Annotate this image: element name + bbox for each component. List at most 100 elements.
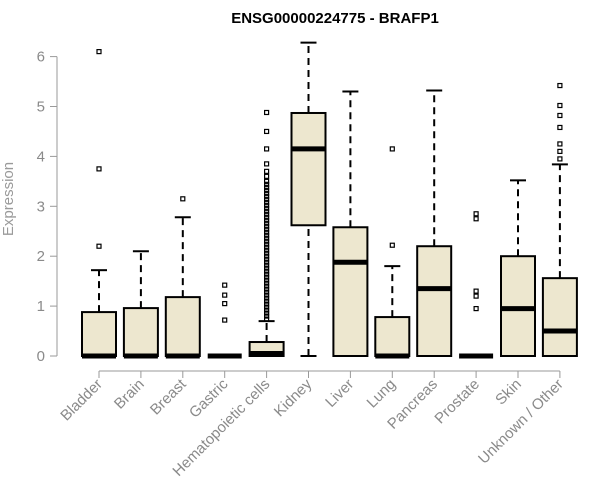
outlier-point bbox=[264, 271, 270, 277]
outlier-point bbox=[264, 259, 270, 265]
box-body bbox=[122, 307, 159, 358]
outlier-point bbox=[264, 250, 270, 256]
y-tick-label: 3 bbox=[37, 198, 45, 215]
outlier-point bbox=[180, 196, 186, 202]
outlier-point bbox=[264, 298, 270, 304]
x-tick-label: Lung bbox=[364, 376, 400, 412]
outlier-point bbox=[264, 247, 270, 253]
outlier-point bbox=[264, 232, 270, 238]
outlier-point bbox=[473, 211, 479, 217]
outlier-point bbox=[222, 282, 228, 288]
chart-title: ENSG00000224775 - BRAFP1 bbox=[231, 10, 439, 27]
outlier-point bbox=[264, 178, 270, 184]
outlier-point bbox=[264, 313, 270, 319]
outlier-point bbox=[389, 242, 395, 248]
outlier-point bbox=[264, 208, 270, 214]
y-tick-label: 4 bbox=[37, 148, 45, 165]
box-body bbox=[541, 277, 578, 358]
outlier-point bbox=[264, 286, 270, 292]
outlier-point bbox=[96, 49, 102, 55]
outlier-point bbox=[264, 128, 270, 135]
outlier-point bbox=[264, 235, 270, 241]
outlier-point bbox=[264, 211, 270, 217]
box-body bbox=[81, 311, 117, 358]
outlier-point bbox=[264, 292, 270, 298]
outlier-point bbox=[264, 283, 270, 289]
box-pancreas bbox=[416, 89, 453, 357]
outlier-point bbox=[264, 190, 270, 196]
outlier-point bbox=[473, 293, 479, 299]
outlier-point bbox=[264, 274, 270, 280]
x-tick-label: Brain bbox=[111, 376, 148, 413]
outlier-point bbox=[264, 262, 270, 268]
outlier-point bbox=[264, 241, 270, 247]
outlier-point bbox=[264, 146, 270, 152]
outlier-point bbox=[222, 317, 228, 323]
box-hematopoietic-cells bbox=[248, 109, 285, 358]
outlier-point bbox=[96, 243, 102, 249]
outlier-point bbox=[264, 226, 270, 232]
boxes-group bbox=[81, 41, 578, 359]
outlier-point bbox=[222, 292, 228, 298]
outlier-point bbox=[473, 288, 479, 294]
outlier-point bbox=[264, 304, 270, 310]
y-tick-label: 2 bbox=[37, 248, 45, 265]
x-tick-label: Liver bbox=[322, 376, 357, 411]
box-kidney bbox=[290, 41, 327, 357]
x-tick-label: Skin bbox=[492, 376, 525, 409]
box-unknown-other bbox=[541, 82, 578, 358]
box-body bbox=[374, 316, 411, 358]
outlier-point bbox=[264, 202, 270, 208]
outlier-point bbox=[264, 196, 270, 202]
box-breast bbox=[164, 196, 201, 359]
outlier-point bbox=[264, 161, 270, 167]
y-tick-label: 0 bbox=[37, 348, 45, 365]
outlier-point bbox=[557, 141, 563, 147]
outlier-point bbox=[264, 301, 270, 307]
box-prostate bbox=[459, 211, 494, 359]
outlier-point bbox=[264, 256, 270, 262]
outlier-point bbox=[264, 289, 270, 295]
outlier-point bbox=[264, 277, 270, 283]
outlier-point bbox=[264, 187, 270, 193]
box-body bbox=[290, 111, 327, 227]
outlier-point bbox=[473, 305, 479, 312]
outlier-point bbox=[264, 217, 270, 223]
outlier-point bbox=[264, 181, 270, 187]
box-bladder bbox=[81, 49, 117, 359]
box-body bbox=[332, 226, 369, 357]
outlier-point bbox=[473, 216, 479, 222]
box-gastric bbox=[207, 282, 242, 359]
outlier-point bbox=[557, 112, 563, 119]
x-tick-label: Bladder bbox=[57, 376, 106, 425]
y-tick-label: 5 bbox=[37, 99, 45, 116]
outlier-point bbox=[264, 268, 270, 274]
outlier-point bbox=[264, 193, 270, 199]
outlier-point bbox=[264, 253, 270, 259]
outlier-point bbox=[264, 238, 270, 244]
outlier-point bbox=[557, 124, 563, 131]
outlier-point bbox=[264, 316, 270, 322]
outlier-point bbox=[264, 310, 270, 316]
outlier-point bbox=[264, 168, 270, 174]
outlier-point bbox=[264, 220, 270, 226]
outlier-point bbox=[264, 244, 270, 250]
outlier-point bbox=[222, 301, 228, 307]
outlier-point bbox=[264, 223, 270, 229]
outlier-point bbox=[264, 199, 270, 205]
box-body bbox=[416, 245, 453, 357]
outlier-point bbox=[389, 146, 395, 152]
x-tick-label: Breast bbox=[147, 375, 190, 418]
outlier-point bbox=[264, 109, 270, 116]
y-axis: 0 1 2 3 4 5 6 bbox=[37, 49, 58, 365]
outlier-point bbox=[264, 307, 270, 313]
outlier-point bbox=[264, 265, 270, 271]
outlier-point bbox=[557, 156, 563, 162]
outlier-point bbox=[264, 214, 270, 220]
box-liver bbox=[332, 90, 369, 357]
outlier-point bbox=[264, 184, 270, 190]
outlier-point bbox=[264, 295, 270, 301]
outlier-point bbox=[96, 166, 102, 172]
y-tick-label: 6 bbox=[37, 49, 45, 66]
